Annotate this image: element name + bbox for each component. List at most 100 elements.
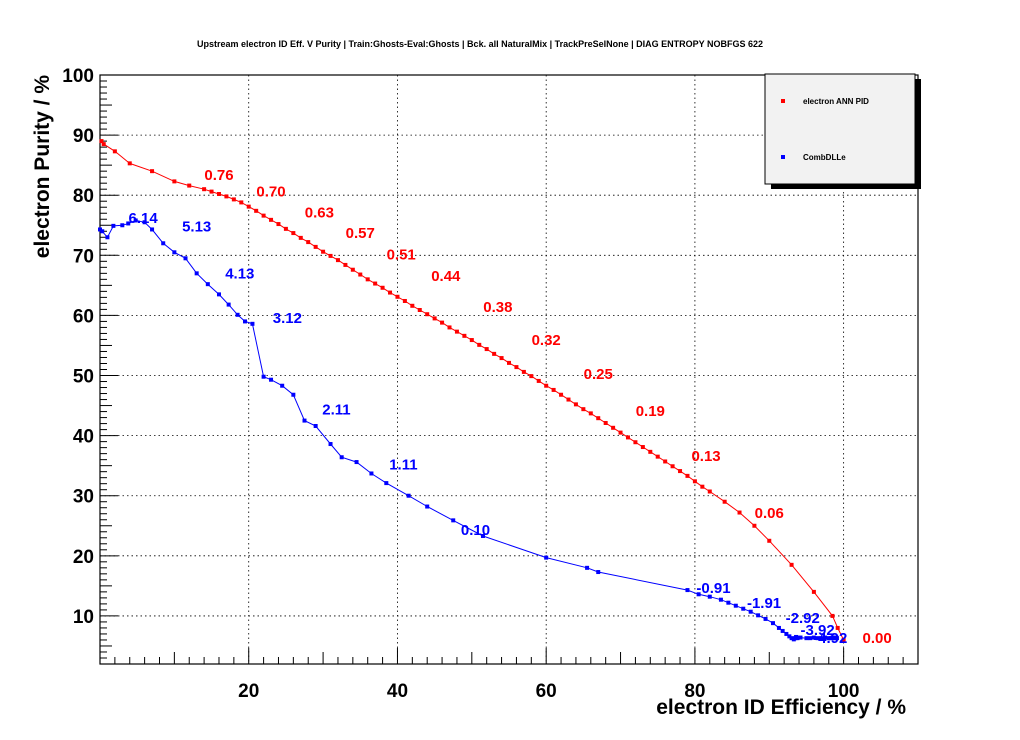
data-point [425,504,430,509]
cut-value-label: -3.92 [801,622,835,639]
data-point [767,538,772,543]
data-point [707,594,712,599]
data-point [358,272,363,277]
y-tick-label: 50 [73,367,94,388]
data-point [343,262,348,267]
data-point [111,223,116,228]
series-electron-ann-pid: 0.76 0.70 0.63 0.57 0.51 0.44 0.38 0.32 0.25 0.19… [99,139,892,647]
data-point [685,588,690,593]
cut-value-label: 6.14 [129,210,159,227]
data-point [209,189,214,194]
data-point [477,342,482,347]
data-point [492,351,497,356]
data-point [276,222,281,227]
data-point [655,454,660,459]
data-point [269,217,274,222]
data-point [328,442,333,447]
cut-value-label: 0.06 [755,505,784,522]
y-tick-label: 10 [73,607,94,628]
series-combdlle: 6.14 5.13 4.13 3.12 2.11 1.11 0.10 -0.91 -1.91 -2… [98,210,847,647]
data-point [611,425,616,430]
legend-marker-dll [781,155,785,159]
cut-value-label: 0.32 [532,332,561,349]
series-line [99,219,838,640]
data-point [692,479,697,484]
data-point [808,636,813,641]
data-point [205,282,210,287]
data-point [101,142,106,147]
data-point [187,183,192,188]
data-point [291,231,296,236]
data-point [350,267,355,272]
y-tick-label: 90 [73,126,94,147]
data-point [432,316,437,321]
legend-label-dll: CombDLLe [803,153,846,162]
data-point [339,455,344,460]
cut-value-label: -2.92 [786,610,820,627]
data-point [425,312,430,317]
data-point [126,221,131,226]
data-point [718,597,723,602]
data-point [226,302,231,307]
data-point [447,325,452,330]
y-axis-label: electron Purity / % [31,75,54,259]
data-point [451,518,456,523]
data-point [507,360,511,365]
data-point [150,227,155,232]
data-point [462,333,467,338]
y-tick-label: 100 [62,66,94,87]
data-point [633,440,638,445]
data-point [696,592,701,597]
x-tick-label: 40 [387,681,408,702]
data-point [388,290,393,295]
data-point [544,555,549,560]
data-point [596,416,601,421]
data-point [369,471,374,476]
data-point [789,636,794,641]
data-point [246,204,251,209]
data-point [811,589,816,594]
data-point [395,294,400,299]
data-point [298,235,303,240]
chart-title: Upstream electron ID Eff. V Purity | Tra… [197,39,763,49]
data-point [224,194,229,199]
data-point [302,418,307,423]
data-point [365,277,370,282]
data-point [663,459,668,464]
data-point [733,603,738,608]
data-point [402,298,407,303]
cut-value-label: 0.13 [691,448,720,465]
legend-marker-ann [781,99,785,103]
data-point [625,435,630,440]
cut-value-label: 4.13 [225,266,254,283]
data-point [254,208,259,213]
data-point [261,374,266,379]
cut-value-label: 0.76 [204,167,233,184]
data-point [776,625,781,630]
cut-value-label: 0.70 [256,183,285,200]
data-point [536,378,541,383]
data-point [737,510,742,515]
data-point [830,613,835,618]
data-point [484,347,489,352]
data-point [823,635,828,640]
axis-ticks [100,74,904,664]
data-point [756,613,761,618]
cut-value-label: 5.13 [182,218,211,235]
series-layer: 0.76 0.70 0.63 0.57 0.51 0.44 0.38 0.32 0.25 0.19… [98,139,892,647]
data-point [283,226,288,231]
legend-box [764,73,916,185]
data-point [100,229,105,234]
data-point [618,430,623,435]
data-point [529,374,534,379]
data-point [261,213,266,218]
data-point [787,634,792,639]
data-point [826,636,831,641]
data-point [834,636,839,641]
data-point [280,383,285,388]
data-point [321,249,326,254]
data-point [105,235,110,240]
data-point [406,493,411,498]
data-point [99,139,104,144]
x-tick-label: 80 [684,681,705,702]
